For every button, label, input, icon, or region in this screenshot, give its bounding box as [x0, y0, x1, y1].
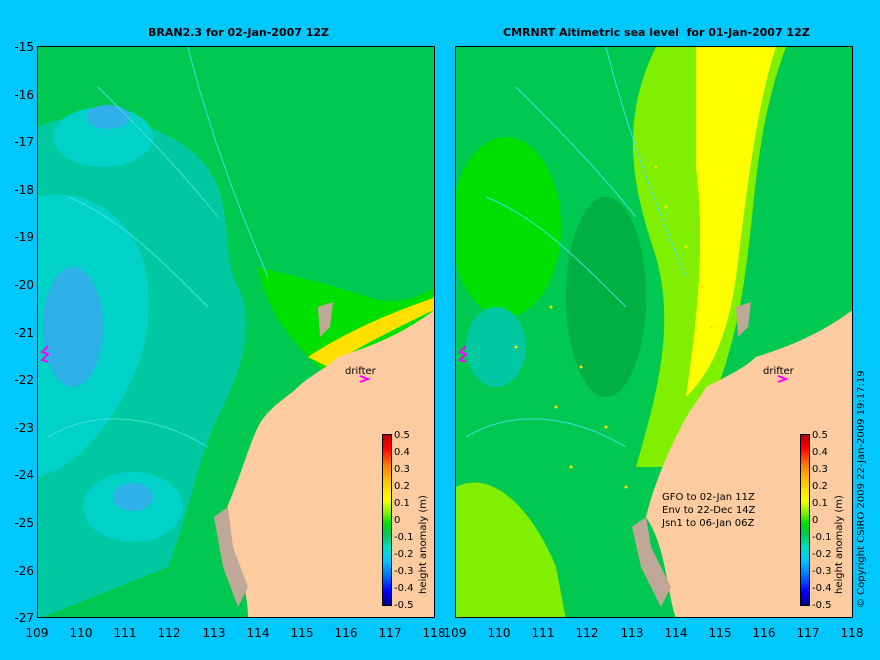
lat-tick: -24: [14, 468, 34, 482]
colorbar-tick: 0.1: [394, 498, 410, 509]
lon-tick: 109: [443, 626, 467, 640]
colorbar-tick: -0.2: [812, 549, 832, 560]
colorbar-label: height anomaly (m): [418, 495, 429, 594]
lat-tick: -20: [14, 278, 34, 292]
lon-tick: 115: [290, 626, 314, 640]
colorbar-tick: -0.1: [812, 532, 832, 543]
right-drifter-label: drifter: [763, 366, 794, 377]
colorbar-tick: -0.1: [394, 532, 414, 543]
colorbar-tick: 0.1: [812, 498, 828, 509]
colorbar-tick: -0.3: [394, 566, 414, 577]
left-drifter-label: drifter: [345, 366, 376, 377]
lon-tick: 118: [840, 626, 864, 640]
colorbar-tick: 0.2: [394, 481, 410, 492]
lon-tick: 116: [752, 626, 776, 640]
colorbar-tick: 0: [394, 515, 401, 526]
colorbar-tick: -0.5: [812, 600, 832, 611]
satellite-annotation: Env to 22-Dec 14Z: [662, 505, 756, 516]
right-drifter-track-icon: [458, 345, 468, 363]
colorbar-tick: 0.5: [394, 430, 410, 441]
lat-tick: -23: [14, 421, 34, 435]
lat-tick: -18: [14, 183, 34, 197]
satellite-annotation: Jsn1 to 06-Jan 06Z: [662, 518, 755, 529]
lat-tick: -27: [14, 611, 34, 625]
right-map: [455, 46, 853, 618]
left-colorbar: [382, 434, 392, 606]
colorbar-tick: -0.3: [812, 566, 832, 577]
lat-tick: -22: [14, 373, 34, 387]
lon-tick: 114: [664, 626, 688, 640]
left-drifter-track-icon: [40, 345, 50, 363]
colorbar-tick: -0.4: [394, 583, 414, 594]
colorbar-tick: 0.2: [812, 481, 828, 492]
copyright-text: © Copyright CSIRO 2009 22-Jan-2009 19:17…: [856, 370, 867, 608]
lon-tick: 115: [708, 626, 732, 640]
left-panel-title: BRAN2.3 for 02-Jan-2007 12Z: [148, 26, 330, 39]
right-drifter-marker-icon: [777, 375, 789, 383]
lon-tick: 117: [378, 626, 402, 640]
left-map-field: [38, 47, 434, 617]
lon-tick: 112: [575, 626, 599, 640]
colorbar-tick: -0.4: [812, 583, 832, 594]
colorbar-tick: 0: [812, 515, 819, 526]
colorbar-tick: -0.5: [394, 600, 414, 611]
colorbar-label: height anomaly (m): [834, 495, 845, 594]
left-drifter-marker-icon: [359, 375, 371, 383]
lat-tick: -26: [14, 564, 34, 578]
lon-tick: 109: [25, 626, 49, 640]
colorbar-tick: 0.4: [394, 447, 410, 458]
lon-tick: 114: [246, 626, 270, 640]
right-colorbar: [800, 434, 810, 606]
lon-tick: 111: [531, 626, 555, 640]
lon-tick: 110: [69, 626, 93, 640]
lat-tick: -25: [14, 516, 34, 530]
colorbar-tick: 0.3: [394, 464, 410, 475]
lat-tick: -17: [14, 135, 34, 149]
lon-tick: 110: [487, 626, 511, 640]
colorbar-tick: 0.5: [812, 430, 828, 441]
satellite-annotation: GFO to 02-Jan 11Z: [662, 492, 755, 503]
colorbar-tick: 0.3: [812, 464, 828, 475]
lon-tick: 112: [157, 626, 181, 640]
lon-tick: 118: [422, 626, 446, 640]
right-panel-title: CMRNRT Altimetric sea level for 01-Jan-2…: [503, 26, 810, 39]
lat-tick: -15: [14, 40, 34, 54]
colorbar-tick: -0.2: [394, 549, 414, 560]
lon-tick: 117: [796, 626, 820, 640]
lat-tick: -19: [14, 230, 34, 244]
lat-tick: -16: [14, 88, 34, 102]
lon-tick: 111: [113, 626, 137, 640]
right-map-field: [456, 47, 852, 617]
lon-tick: 116: [334, 626, 358, 640]
lon-tick: 113: [620, 626, 644, 640]
lat-tick: -21: [14, 326, 34, 340]
colorbar-tick: 0.4: [812, 447, 828, 458]
left-map: [37, 46, 435, 618]
lon-tick: 113: [202, 626, 226, 640]
